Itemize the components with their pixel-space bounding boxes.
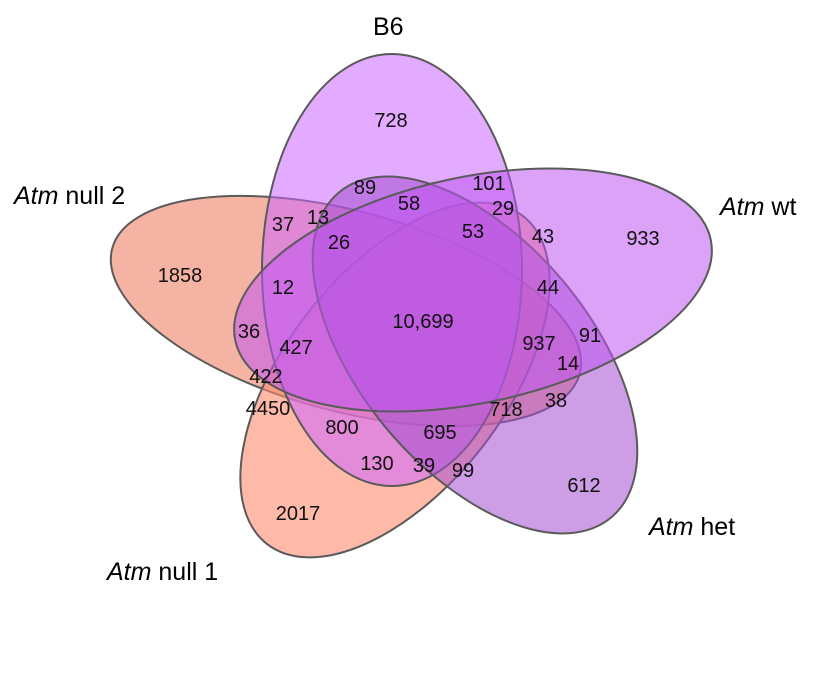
region-count: 718 bbox=[489, 399, 522, 421]
region-count: 2017 bbox=[276, 503, 321, 525]
region-count: 43 bbox=[532, 226, 554, 248]
region-count: 13 bbox=[307, 207, 329, 229]
region-count: 10,699 bbox=[392, 311, 453, 333]
region-count: 14 bbox=[557, 353, 579, 375]
region-count: 612 bbox=[567, 475, 600, 497]
region-count: 36 bbox=[238, 321, 260, 343]
region-count: 728 bbox=[374, 110, 407, 132]
set-label-atm-wt: Atm wt bbox=[718, 193, 796, 221]
region-count: 91 bbox=[579, 325, 601, 347]
region-count: 4450 bbox=[246, 398, 291, 420]
ellipse-atm-wt bbox=[233, 167, 713, 413]
region-count: 427 bbox=[279, 337, 312, 359]
set-labels: B6 Atm wt Atm het Atm null 1 Atm null 2 bbox=[12, 13, 796, 586]
region-count: 37 bbox=[272, 214, 294, 236]
region-count: 38 bbox=[545, 390, 567, 412]
region-count: 39 bbox=[413, 455, 435, 477]
region-count: 12 bbox=[272, 277, 294, 299]
region-count: 101 bbox=[472, 173, 505, 195]
region-count: 422 bbox=[249, 366, 282, 388]
region-count: 937 bbox=[522, 333, 555, 355]
region-count: 99 bbox=[452, 460, 474, 482]
set-label-b6: B6 bbox=[373, 13, 404, 41]
region-count: 44 bbox=[537, 277, 559, 299]
set-label-atm-null-1: Atm null 1 bbox=[105, 558, 218, 586]
region-count: 1858 bbox=[158, 265, 203, 287]
region-count: 800 bbox=[325, 417, 358, 439]
region-count: 89 bbox=[354, 177, 376, 199]
region-count: 29 bbox=[492, 198, 514, 220]
region-count: 26 bbox=[328, 232, 350, 254]
region-count: 53 bbox=[462, 221, 484, 243]
region-count: 58 bbox=[398, 193, 420, 215]
set-label-atm-null-2: Atm null 2 bbox=[12, 182, 125, 210]
region-count: 130 bbox=[360, 453, 393, 475]
region-count: 695 bbox=[423, 422, 456, 444]
region-count: 933 bbox=[626, 228, 659, 250]
region-counts: 728 933 612 2017 1858 10,699 89 101 58 2… bbox=[158, 110, 660, 525]
set-label-atm-het: Atm het bbox=[647, 513, 735, 541]
set-ellipses bbox=[109, 53, 713, 559]
